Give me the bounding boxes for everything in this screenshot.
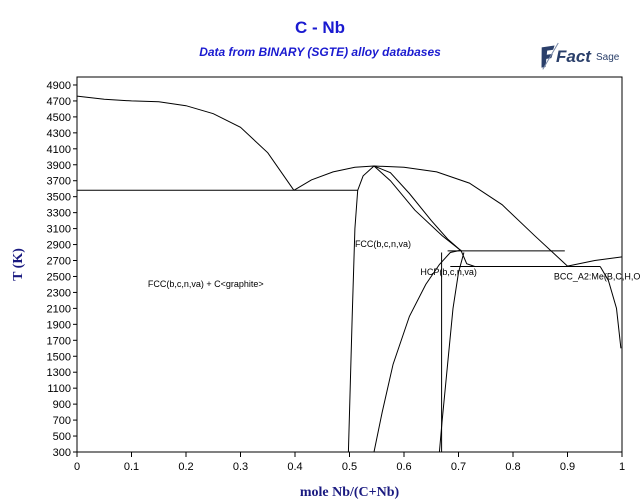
y-tick-label: 1900: [47, 319, 71, 331]
x-tick-label: 0.8: [505, 461, 520, 473]
y-tick-label: 3100: [47, 224, 71, 236]
phase-boundary-line: [76, 95, 295, 191]
y-tick-label: 900: [53, 399, 71, 411]
chart-subtitle: Data from BINARY (SGTE) alloy databases: [199, 45, 441, 59]
x-tick-label: 0: [74, 461, 80, 473]
x-tick-label: 0.9: [560, 461, 575, 473]
y-tick-label: 4900: [47, 80, 71, 92]
x-tick-label: 1: [619, 461, 625, 473]
y-tick-label: 2100: [47, 303, 71, 315]
y-axis-label: T (K): [11, 248, 26, 281]
phase-region-label: FCC(b,c,n,va): [355, 239, 411, 249]
x-tick-label: 0.6: [396, 461, 411, 473]
y-tick-label: 1500: [47, 351, 71, 363]
y-tick-label: 4300: [47, 128, 71, 140]
y-tick-label: 4100: [47, 144, 71, 156]
phase-region-label: BCC_A2:Me(B,C,H,O: [554, 272, 640, 282]
x-axis-label: mole Nb/(C+Nb): [300, 485, 400, 500]
y-tick-label: 1100: [47, 383, 71, 395]
x-tick-label: 0.3: [233, 461, 248, 473]
y-tick-label: 3500: [47, 192, 71, 204]
factsage-logo: Fact Sage: [541, 42, 620, 70]
phase-boundary-line: [567, 256, 623, 267]
phase-boundary-line: [599, 266, 622, 349]
y-tick-label: 3700: [47, 176, 71, 188]
logo-text-fact: Fact: [556, 47, 592, 66]
y-tick-label: 2300: [47, 287, 71, 299]
phase-boundary-line: [347, 165, 375, 453]
chart-title: C - Nb: [294, 18, 346, 37]
y-tick-label: 4500: [47, 112, 71, 124]
y-tick-label: 1300: [47, 367, 71, 379]
x-tick-label: 0.7: [451, 461, 466, 473]
y-tick-label: 700: [53, 415, 71, 427]
x-tick-label: 0.5: [342, 461, 357, 473]
phase-boundary-line: [373, 165, 462, 252]
phase-region-label: FCC(b,c,n,va) + C<graphite>: [148, 279, 264, 289]
y-tick-label: 1700: [47, 335, 71, 347]
phase-region-label: HCP(b,c,n,va): [420, 267, 477, 277]
y-tick-label: 300: [53, 447, 71, 459]
y-tick-label: 3300: [47, 208, 71, 220]
phase-boundary-line: [373, 249, 462, 453]
phase-boundary-line: [460, 250, 475, 267]
phase-boundary-line: [373, 165, 462, 252]
x-tick-label: 0.1: [124, 461, 139, 473]
x-tick-label: 0.4: [287, 461, 302, 473]
logo-text-sage: Sage: [596, 52, 620, 63]
phase-boundary-line: [293, 165, 568, 267]
y-tick-label: 2700: [47, 256, 71, 268]
x-tick-label: 0.2: [178, 461, 193, 473]
phase-boundary-line: [438, 252, 465, 453]
y-tick-label: 2500: [47, 271, 71, 283]
y-tick-label: 2900: [47, 240, 71, 252]
y-tick-label: 500: [53, 431, 71, 443]
y-tick-label: 3900: [47, 160, 71, 172]
y-tick-label: 4700: [47, 96, 71, 108]
